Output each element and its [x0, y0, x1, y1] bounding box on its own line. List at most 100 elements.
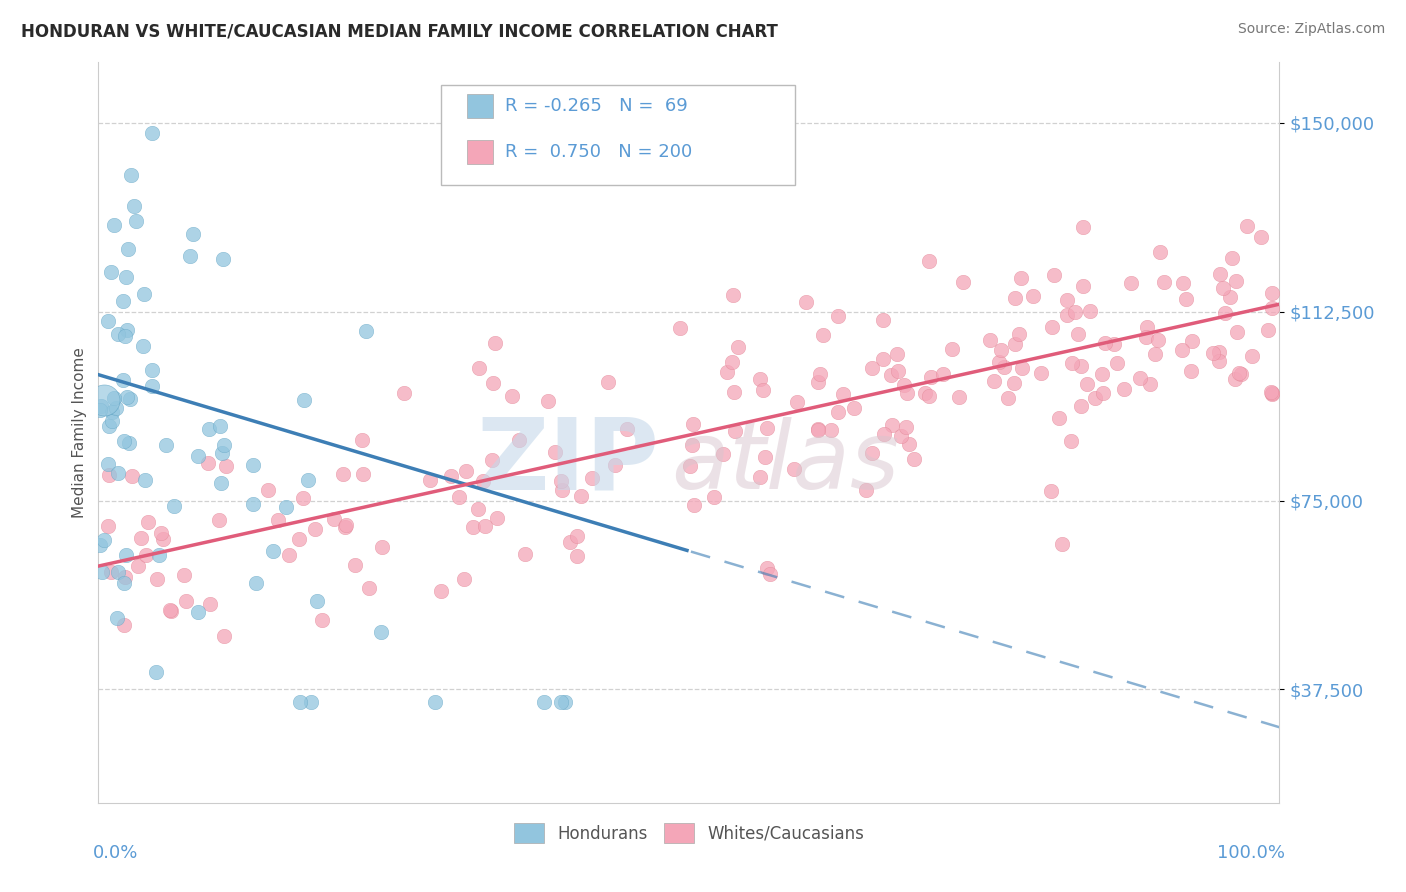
Point: [209, 476, 232, 491]
Point: [820, 423, 842, 437]
Point: [214, 438, 236, 452]
Point: [135, 548, 157, 562]
Point: [242, 497, 264, 511]
Point: [898, 436, 921, 450]
Point: [893, 377, 915, 392]
Point: [370, 540, 392, 554]
Point: [97, 519, 120, 533]
Point: [983, 375, 1005, 389]
Point: [112, 373, 135, 387]
FancyBboxPatch shape: [441, 85, 796, 185]
Point: [1220, 251, 1243, 265]
Point: [896, 385, 918, 400]
Point: [1181, 334, 1204, 349]
Point: [472, 474, 495, 488]
Point: [886, 347, 908, 361]
Point: [1029, 366, 1052, 380]
Point: [481, 453, 503, 467]
Point: [669, 320, 692, 334]
Point: [335, 518, 357, 533]
Text: R = -0.265   N =  69: R = -0.265 N = 69: [505, 97, 688, 115]
Point: [120, 392, 142, 406]
Point: [114, 548, 136, 562]
Point: [952, 275, 974, 289]
Point: [107, 326, 129, 341]
Point: [484, 335, 506, 350]
Point: [1043, 268, 1066, 282]
Point: [1250, 229, 1272, 244]
Point: [721, 354, 744, 368]
Point: [1171, 277, 1194, 291]
Point: [1114, 382, 1136, 396]
Point: [1260, 384, 1282, 399]
Point: [554, 695, 576, 709]
Point: [90, 565, 112, 579]
Point: [508, 434, 530, 448]
Point: [299, 695, 322, 709]
Point: [257, 483, 280, 498]
Point: [1056, 308, 1078, 322]
Point: [89, 538, 111, 552]
Point: [103, 391, 125, 405]
Point: [278, 548, 301, 562]
Point: [941, 342, 963, 356]
Point: [616, 422, 638, 436]
Point: [786, 395, 808, 409]
Point: [1260, 386, 1282, 401]
Point: [208, 513, 231, 527]
Point: [343, 558, 366, 572]
Point: [1257, 322, 1279, 336]
Point: [1212, 281, 1234, 295]
Point: [1071, 220, 1094, 235]
Point: [1230, 368, 1253, 382]
Point: [567, 549, 589, 563]
Point: [159, 603, 181, 617]
Point: [1004, 337, 1026, 351]
Point: [141, 126, 163, 140]
Text: R =  0.750   N = 200: R = 0.750 N = 200: [505, 143, 692, 161]
Point: [114, 329, 136, 343]
Point: [292, 393, 315, 408]
Point: [550, 695, 572, 709]
Point: [920, 369, 942, 384]
Point: [1004, 291, 1026, 305]
Bar: [467, 140, 494, 164]
Point: [1050, 537, 1073, 551]
Point: [307, 594, 329, 608]
Point: [1022, 289, 1045, 303]
Point: [560, 534, 582, 549]
Point: [162, 499, 184, 513]
Point: [1067, 326, 1090, 341]
Text: 100.0%: 100.0%: [1218, 844, 1285, 862]
Point: [352, 434, 374, 448]
Point: [1011, 361, 1033, 376]
Point: [176, 594, 198, 608]
Point: [515, 548, 537, 562]
Point: [122, 199, 145, 213]
Point: [1136, 320, 1159, 334]
Point: [1240, 349, 1263, 363]
Point: [1180, 364, 1202, 378]
Point: [467, 502, 489, 516]
Point: [129, 531, 152, 545]
Point: [131, 339, 153, 353]
Point: [711, 447, 734, 461]
Point: [988, 355, 1011, 369]
Point: [1078, 303, 1101, 318]
Point: [501, 389, 523, 403]
Point: [291, 491, 314, 505]
Point: [727, 340, 749, 354]
Point: [242, 458, 264, 473]
Point: [125, 214, 148, 228]
Point: [759, 566, 782, 581]
Point: [1094, 335, 1116, 350]
Point: [1227, 367, 1250, 381]
Point: [681, 438, 703, 452]
Point: [103, 218, 125, 232]
Point: [1056, 293, 1078, 308]
Point: [827, 310, 849, 324]
Point: [979, 333, 1001, 347]
Point: [914, 385, 936, 400]
Text: ZIP: ZIP: [477, 414, 659, 511]
Point: [1039, 483, 1062, 498]
